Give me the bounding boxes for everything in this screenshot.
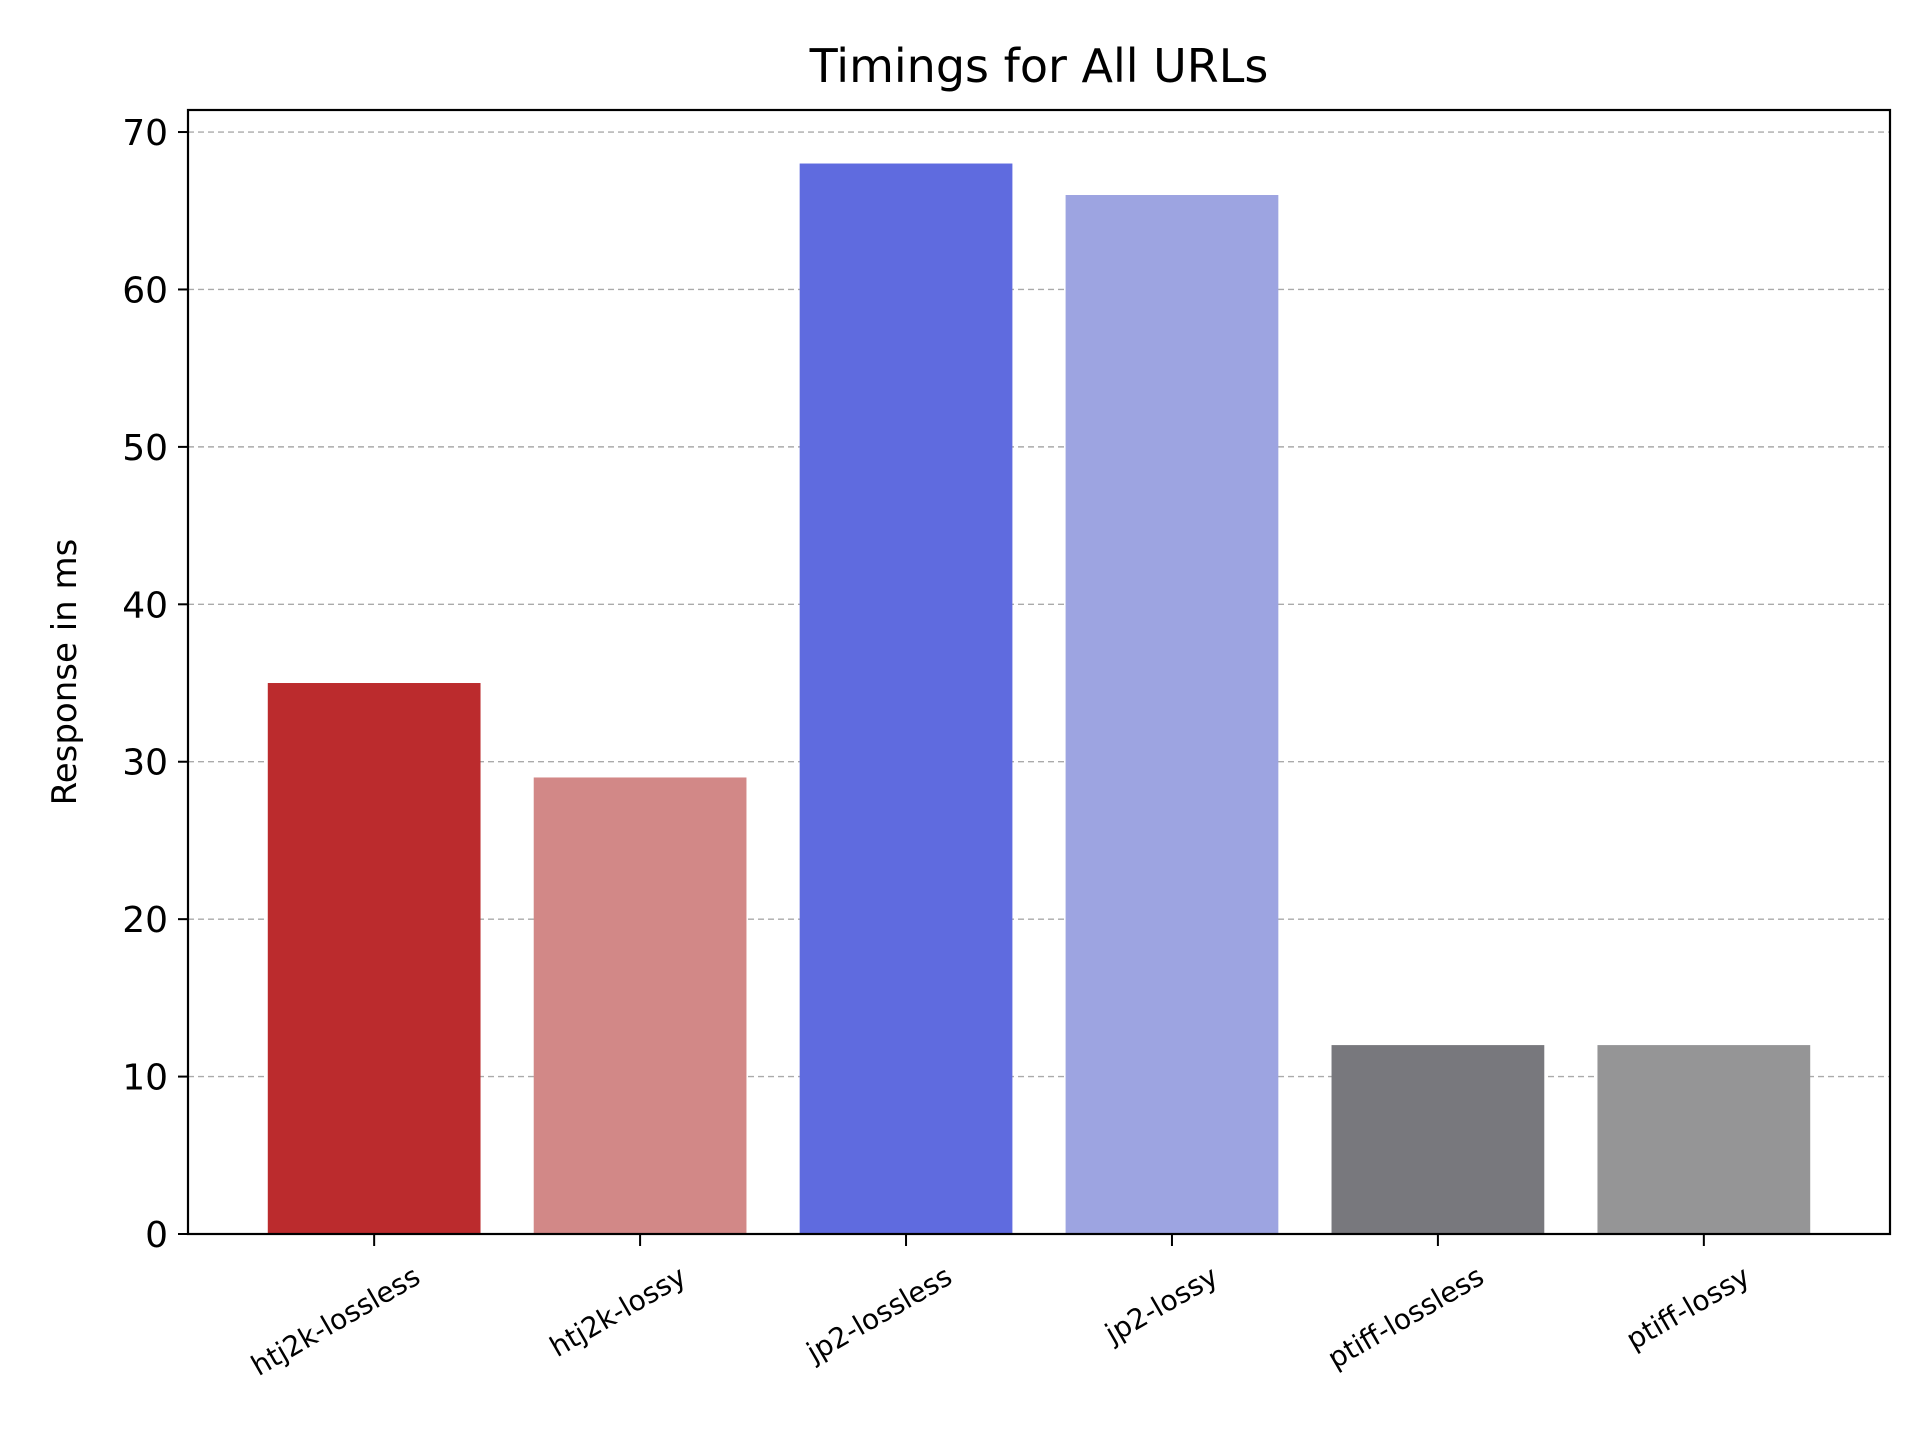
bar-htj2k-lossy <box>533 777 747 1234</box>
bars <box>267 163 1811 1234</box>
y-tick-label: 10 <box>122 1058 168 1099</box>
chart-title: Timings for All URLs <box>809 39 1269 93</box>
y-tick-label: 70 <box>122 113 168 154</box>
x-tick-label: jp2-lossless <box>800 1259 957 1369</box>
y-axis-label: Response in ms <box>45 539 85 806</box>
y-tick-label: 60 <box>122 270 168 311</box>
plot-frame <box>186 108 1892 1236</box>
bar-jp2-lossless <box>799 163 1013 1234</box>
y-tick-label: 40 <box>122 585 168 626</box>
y-tick-label: 20 <box>122 900 168 941</box>
x-tick-label: ptiff-lossless <box>1322 1259 1489 1375</box>
x-tick-label: jp2-lossy <box>1099 1259 1224 1350</box>
x-tick-label: htj2k-lossy <box>544 1259 692 1363</box>
bar-ptiff-lossy <box>1597 1045 1811 1234</box>
x-axis-ticks: htj2k-lossless htj2k-lossy jp2-lossless jp2… <box>246 1234 1756 1383</box>
bar-ptiff-lossless <box>1331 1045 1545 1234</box>
y-tick-label: 30 <box>122 743 168 784</box>
y-tick-label: 0 <box>145 1215 168 1256</box>
y-axis-ticks: 0 10 20 30 40 50 60 70 <box>122 113 188 1256</box>
x-tick-label: ptiff-lossy <box>1621 1259 1756 1356</box>
y-tick-label: 50 <box>122 428 168 469</box>
bar-jp2-lossy <box>1065 195 1279 1234</box>
bar-htj2k-lossless <box>267 683 481 1234</box>
x-tick-label: htj2k-lossless <box>246 1259 426 1382</box>
